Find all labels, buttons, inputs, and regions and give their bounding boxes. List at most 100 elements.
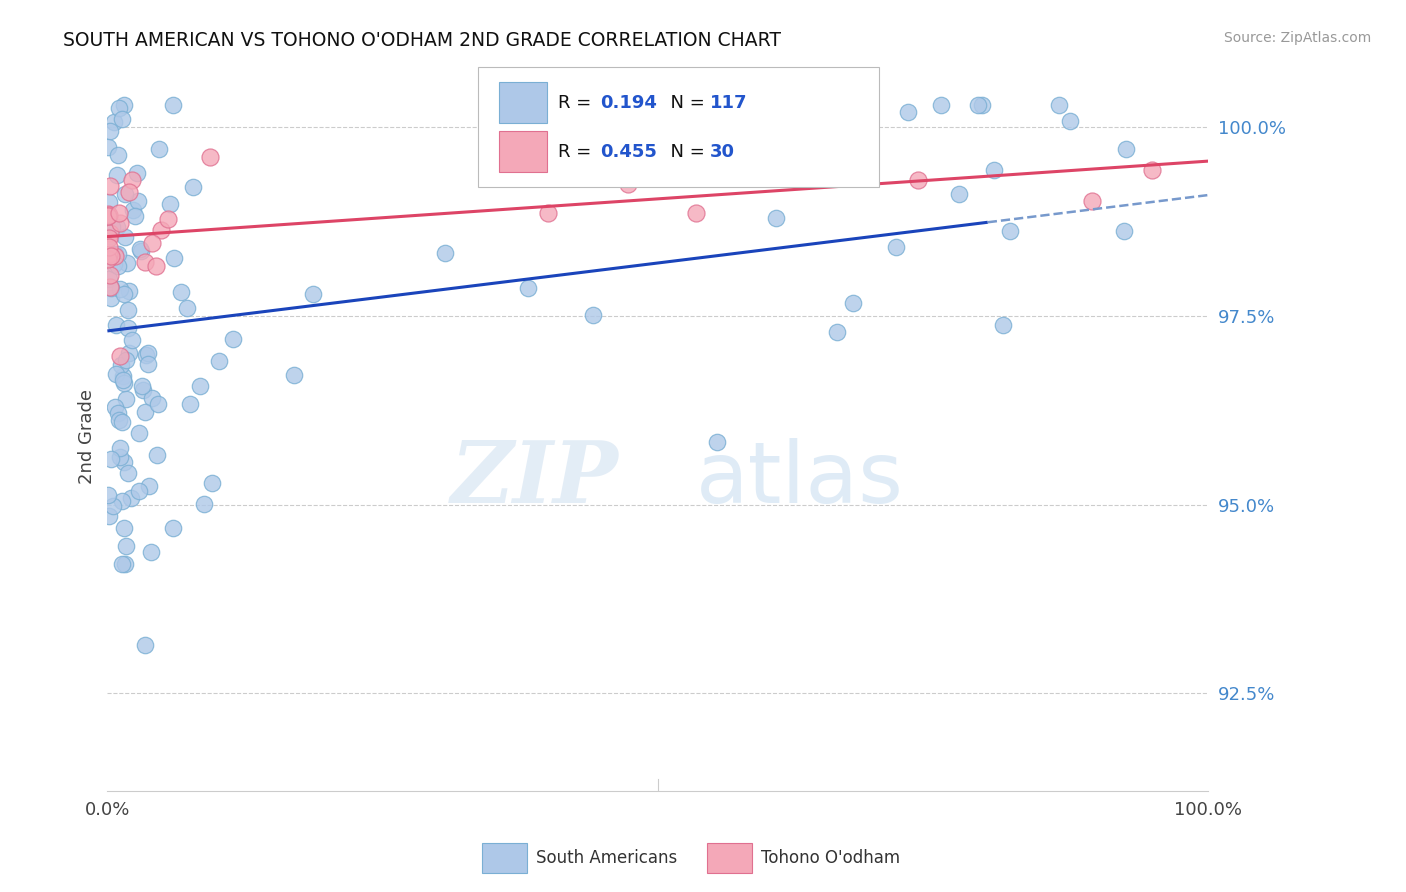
Point xyxy=(98,227,121,241)
Point xyxy=(97,488,120,502)
Point xyxy=(114,186,136,201)
Point xyxy=(686,164,709,178)
Point xyxy=(112,376,135,390)
Point xyxy=(115,256,138,270)
Point xyxy=(107,260,129,274)
Point xyxy=(111,373,134,387)
Point xyxy=(112,97,135,112)
Point xyxy=(98,246,121,260)
Point xyxy=(98,240,121,254)
Point xyxy=(98,509,121,524)
Point xyxy=(131,244,153,258)
Point xyxy=(623,97,645,112)
Point xyxy=(117,303,139,318)
Point xyxy=(581,308,603,322)
Point xyxy=(1000,224,1022,238)
Point xyxy=(626,159,648,173)
Point xyxy=(100,281,122,295)
Point xyxy=(108,101,131,115)
Point xyxy=(114,539,136,553)
Point xyxy=(886,240,908,254)
Point xyxy=(103,257,125,271)
Point xyxy=(706,435,728,450)
Point xyxy=(129,242,152,256)
Point xyxy=(108,441,131,455)
Point xyxy=(127,194,149,209)
Text: R =: R = xyxy=(558,94,598,112)
Point xyxy=(117,466,139,480)
Point xyxy=(685,206,707,220)
Point xyxy=(114,520,136,534)
Text: N =: N = xyxy=(659,143,711,161)
Text: 30: 30 xyxy=(710,143,735,161)
Point xyxy=(162,251,184,265)
Point xyxy=(105,220,128,235)
Point xyxy=(103,400,125,414)
Point xyxy=(638,97,661,112)
Point xyxy=(991,318,1014,333)
Point xyxy=(134,405,156,419)
Point xyxy=(115,392,138,406)
Point xyxy=(1115,142,1137,156)
Text: 0.194: 0.194 xyxy=(600,94,657,112)
Point xyxy=(201,476,224,491)
Point xyxy=(112,455,135,469)
Point xyxy=(181,180,204,194)
Point xyxy=(115,353,138,368)
Point xyxy=(131,379,153,393)
Point xyxy=(98,280,121,294)
Point xyxy=(283,368,305,383)
Point xyxy=(141,545,163,559)
Point xyxy=(101,499,124,513)
Point xyxy=(103,115,125,129)
Point xyxy=(156,212,179,227)
Point xyxy=(108,205,131,219)
Point xyxy=(589,97,612,112)
Point xyxy=(118,284,141,298)
Point xyxy=(97,209,120,223)
Point xyxy=(1047,97,1070,112)
Point xyxy=(162,521,184,535)
Point xyxy=(124,209,146,223)
Point xyxy=(198,150,221,164)
Y-axis label: 2nd Grade: 2nd Grade xyxy=(79,389,96,484)
Text: SOUTH AMERICAN VS TOHONO O'ODHAM 2ND GRADE CORRELATION CHART: SOUTH AMERICAN VS TOHONO O'ODHAM 2ND GRA… xyxy=(63,31,782,50)
Point xyxy=(98,208,121,222)
Point xyxy=(188,379,211,393)
Point xyxy=(765,211,787,226)
Point xyxy=(132,383,155,397)
Point xyxy=(135,348,157,362)
Point xyxy=(112,287,135,301)
Point xyxy=(100,248,122,262)
Text: Tohono O'odham: Tohono O'odham xyxy=(761,849,900,867)
Point xyxy=(125,166,148,180)
Point xyxy=(970,97,993,112)
Point xyxy=(120,491,142,506)
Text: Source: ZipAtlas.com: Source: ZipAtlas.com xyxy=(1223,31,1371,45)
Point xyxy=(101,220,124,235)
Point xyxy=(114,557,136,571)
Point xyxy=(104,318,127,332)
Point xyxy=(516,281,538,295)
Point xyxy=(105,367,128,381)
Point xyxy=(100,452,122,467)
Point xyxy=(145,259,167,273)
Text: South Americans: South Americans xyxy=(536,849,676,867)
Point xyxy=(97,194,120,209)
Point xyxy=(170,285,193,299)
Point xyxy=(434,245,457,260)
Point xyxy=(150,223,173,237)
Point xyxy=(302,286,325,301)
Point xyxy=(98,178,121,193)
Text: N =: N = xyxy=(659,94,711,112)
Point xyxy=(111,416,134,430)
Point xyxy=(100,291,122,305)
Point xyxy=(107,247,129,261)
Text: 117: 117 xyxy=(710,94,748,112)
Text: ZIP: ZIP xyxy=(451,437,619,521)
Point xyxy=(98,268,121,282)
Text: 0.455: 0.455 xyxy=(600,143,657,161)
Point xyxy=(108,282,131,296)
Point xyxy=(825,325,848,339)
Point xyxy=(117,321,139,335)
